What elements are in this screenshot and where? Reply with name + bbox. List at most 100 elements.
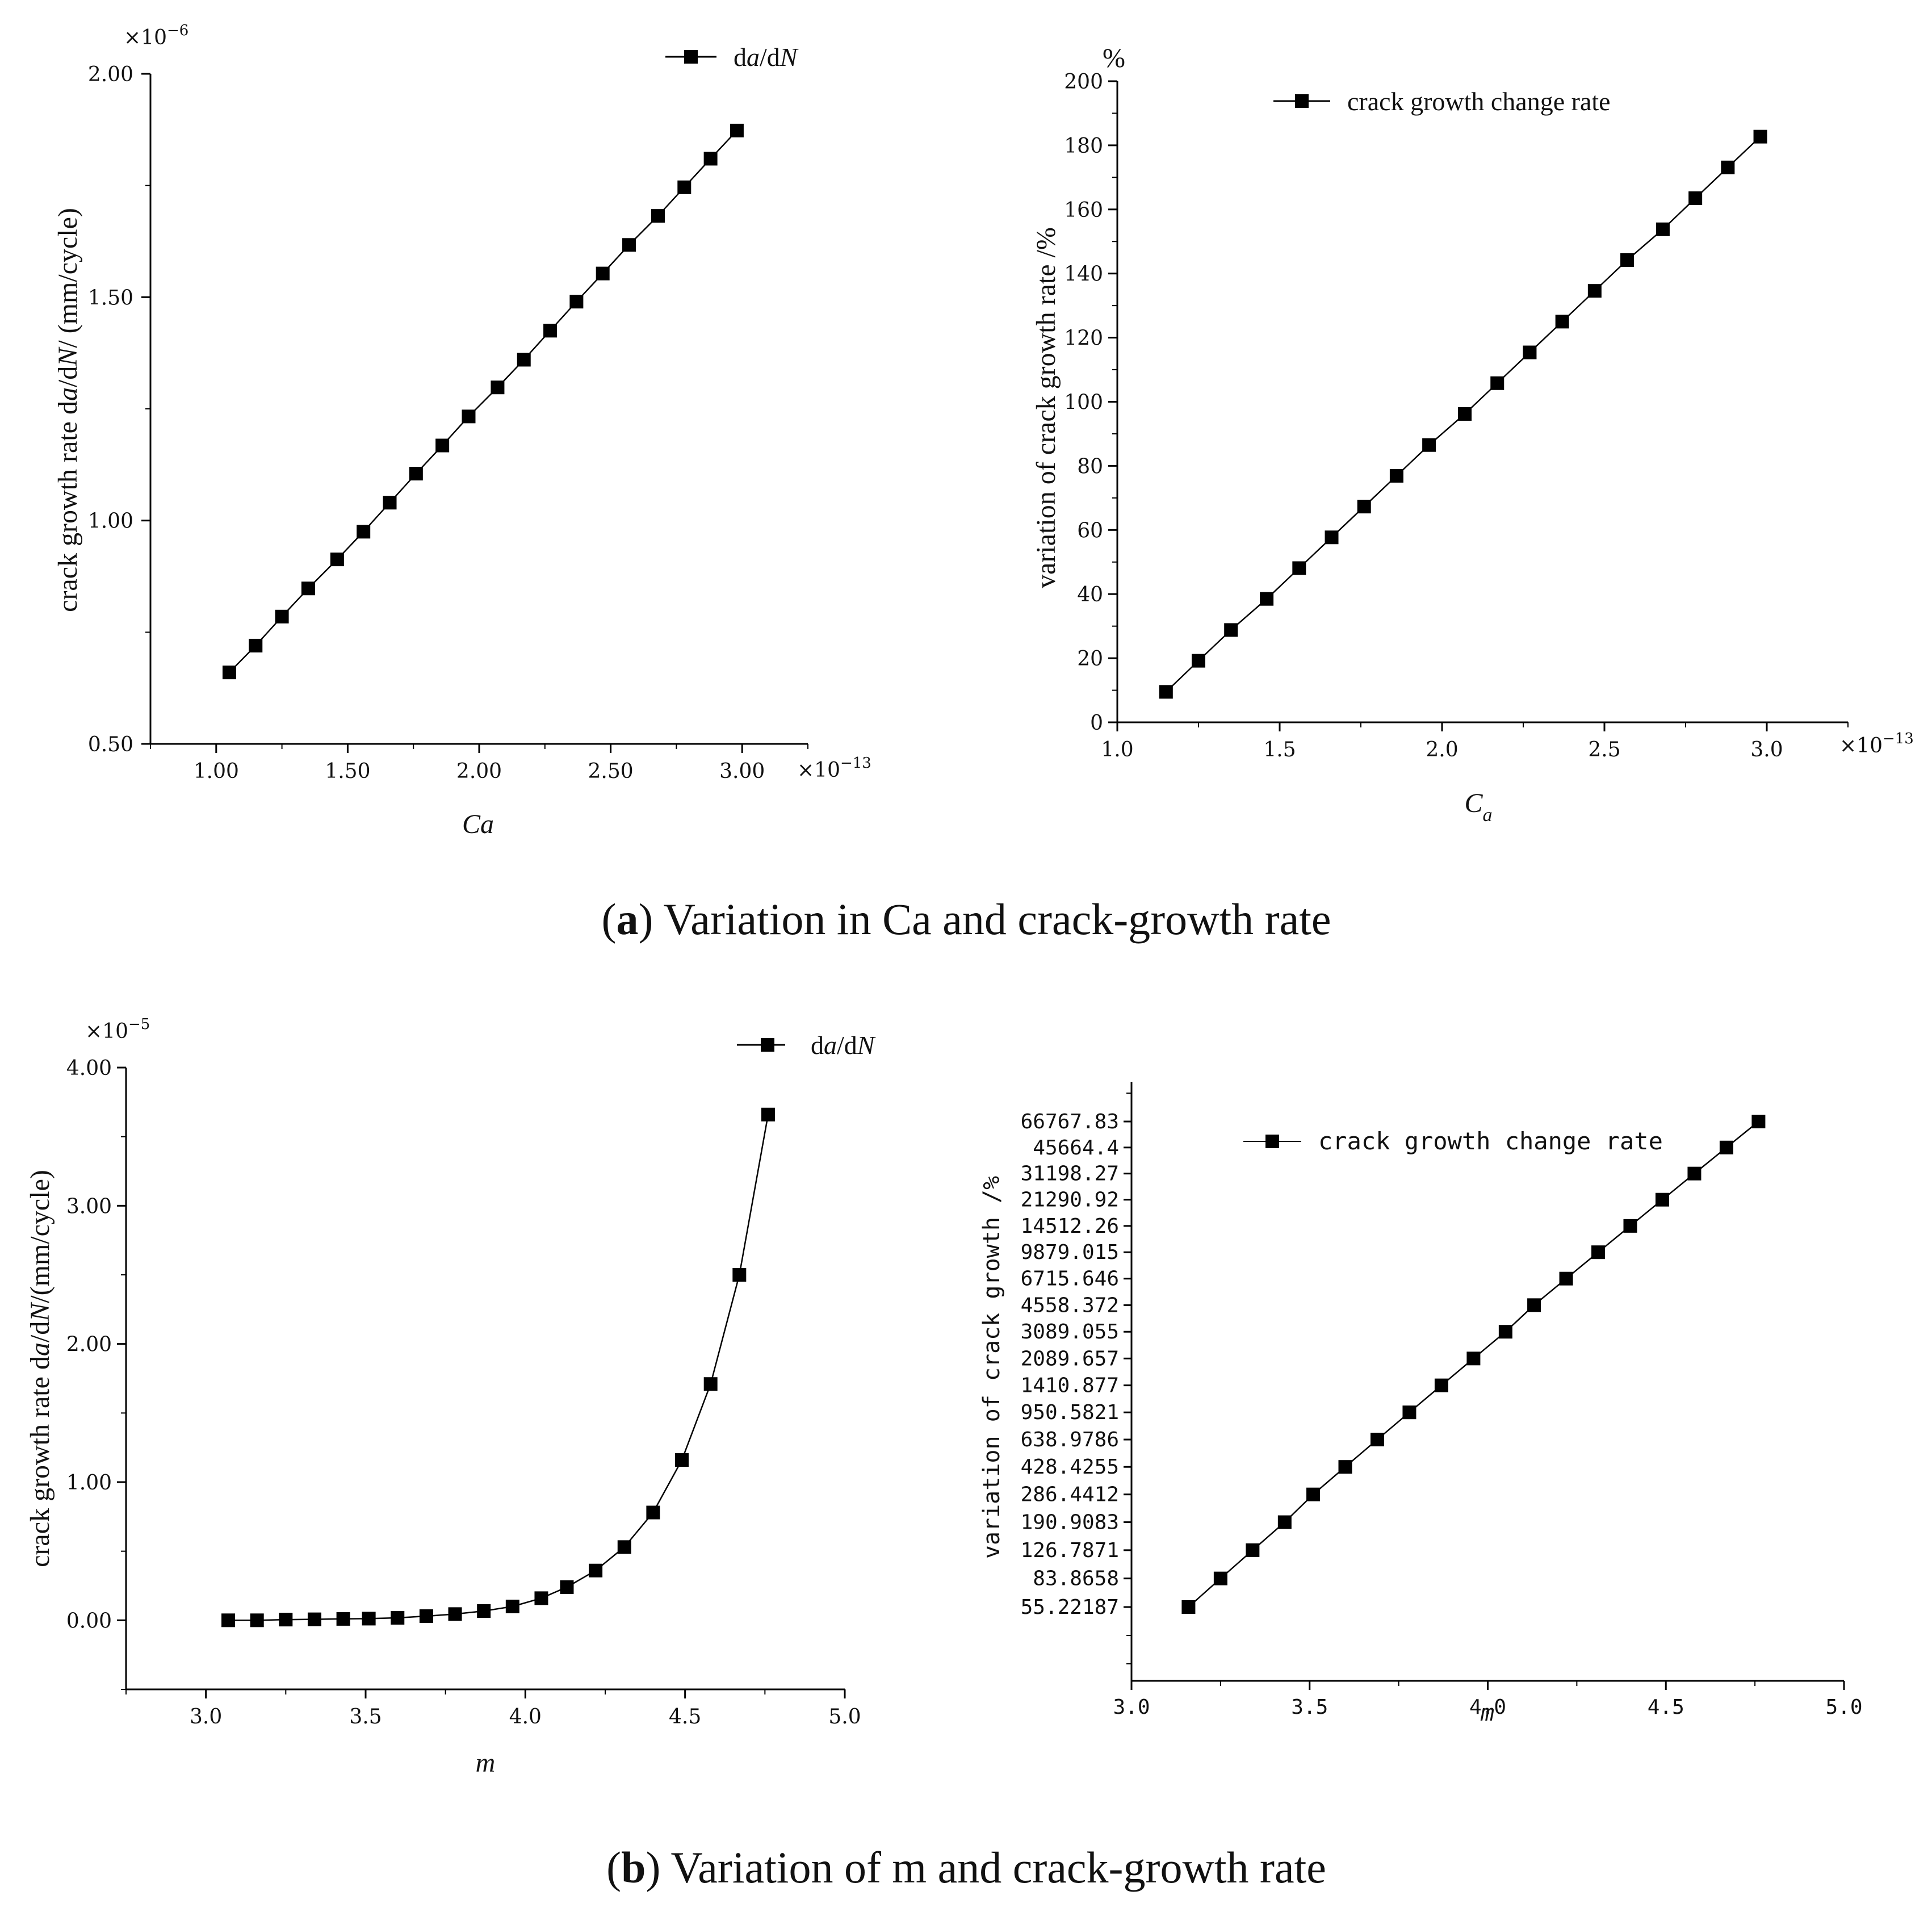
y-tick-label: 9879.015 <box>1021 1241 1119 1264</box>
chart-a-right: 1.0 1.5 2.0 2.5 3.0 0 20 40 60 80 100 120 140 160 180 2… <box>1031 43 1914 826</box>
y-tick-label: 2.00 <box>88 63 133 86</box>
data-point <box>589 1563 603 1578</box>
y-tick-label: 2.00 <box>66 1333 112 1357</box>
data-point <box>617 1540 631 1554</box>
x-tick-label: 3.0 <box>190 1705 222 1729</box>
data-point <box>1688 191 1703 206</box>
svg-text:×10−13: ×10−13 <box>797 755 871 782</box>
data-point <box>1277 1515 1292 1529</box>
y-multiplier: ×10−6 <box>124 22 188 49</box>
y-tick-label: 20 <box>1077 647 1103 671</box>
data-point <box>505 1600 519 1613</box>
y-tick-label: 638.9786 <box>1021 1428 1119 1451</box>
y-tick-label: 100 <box>1064 391 1103 415</box>
data-point <box>677 180 692 194</box>
chart-b-left: 3.0 3.5 4.0 4.5 5.0 0.00 1.00 2.00 3.00 4.00 ×10−… <box>25 1016 876 1778</box>
x-tick-label: 2.0 <box>1426 738 1458 761</box>
data-point <box>1523 345 1537 359</box>
data-point <box>330 553 344 567</box>
svg-text:da/dN: da/dN <box>811 1031 876 1060</box>
y-tick-label: 120 <box>1064 327 1103 350</box>
axes: 1.0 1.5 2.0 2.5 3.0 0 20 40 60 80 100 120 140 160 180 2… <box>1064 70 1849 761</box>
data-point <box>569 295 584 309</box>
y-multiplier: ×10−5 <box>85 1016 150 1043</box>
x-tick-label: 3.5 <box>349 1705 382 1729</box>
y-axis-label: crack growth rate da/dN/(mm/cycle) <box>25 1170 55 1567</box>
data-point <box>362 1612 376 1626</box>
data-point <box>477 1604 491 1618</box>
data-point <box>279 1613 293 1627</box>
data-point <box>596 266 610 281</box>
data-point <box>221 1613 236 1627</box>
x-tick-label: 4.5 <box>1648 1696 1684 1719</box>
x-axis-label: m <box>1480 1700 1494 1726</box>
data-point <box>1498 1325 1512 1339</box>
legend: crack growth change rate <box>1273 87 1611 116</box>
series-line <box>228 1114 769 1621</box>
y-tick-label: 0.50 <box>88 733 133 756</box>
y-tick-label: 14512.26 <box>1021 1215 1119 1238</box>
data-point <box>462 409 476 424</box>
x-tick-label: 2.50 <box>588 760 634 783</box>
data-point <box>1370 1433 1384 1447</box>
y-tick-label: 286.4412 <box>1021 1483 1119 1507</box>
y-tick-label: 1.00 <box>66 1471 112 1495</box>
data-point <box>1587 284 1602 298</box>
series <box>1181 1115 1766 1614</box>
axes: 1.00 1.50 2.00 2.50 3.00 0.50 1.00 1.50 2.00 <box>88 63 808 783</box>
y-tick-label: 0 <box>1090 712 1103 735</box>
data-point <box>651 209 665 223</box>
caption-b: (b) Variation of m and crack-growth rate <box>606 1843 1326 1892</box>
data-point <box>1402 1405 1416 1420</box>
y-tick-label: 40 <box>1077 583 1103 606</box>
data-point <box>1325 530 1339 545</box>
y-tick-label: 190.9083 <box>1021 1511 1119 1534</box>
data-point <box>560 1580 574 1594</box>
data-point <box>301 581 315 596</box>
x-tick-label: 1.5 <box>1263 738 1296 761</box>
x-tick-label: 3.00 <box>719 760 765 783</box>
y-tick-label: 55.22187 <box>1021 1596 1119 1619</box>
x-tick-label: 2.5 <box>1588 738 1620 761</box>
caption-a: (a) Variation in Ca and crack-growth rat… <box>601 894 1331 944</box>
data-point <box>1753 129 1767 144</box>
data-point <box>1591 1245 1606 1260</box>
y-tick-label: 31198.27 <box>1021 1162 1119 1186</box>
data-point <box>1338 1460 1352 1474</box>
y-tick-label: 950.5821 <box>1021 1401 1119 1424</box>
x-tick-label: 3.0 <box>1750 738 1783 761</box>
x-tick-label: 4.0 <box>509 1705 542 1729</box>
data-point <box>1655 1192 1669 1207</box>
data-point <box>1260 592 1274 606</box>
x-multiplier: ×10−13 <box>797 755 871 782</box>
data-point <box>1192 654 1205 668</box>
data-point <box>409 467 423 481</box>
data-point <box>275 609 289 624</box>
svg-text:crack growth change rate: crack growth change rate <box>1347 87 1611 116</box>
data-point <box>249 638 263 652</box>
y-tick-label: 1410.877 <box>1021 1374 1119 1397</box>
data-point <box>250 1613 264 1627</box>
data-point <box>1422 438 1436 452</box>
data-point <box>1246 1543 1260 1557</box>
y-tick-label: 140 <box>1064 263 1103 286</box>
data-point <box>448 1607 462 1621</box>
series <box>1159 129 1767 699</box>
data-point <box>732 1268 747 1282</box>
x-axis-label: m <box>476 1748 496 1778</box>
y-tick-label: 3089.055 <box>1021 1320 1119 1344</box>
data-point <box>1721 160 1735 174</box>
data-point <box>1292 561 1306 575</box>
svg-text:×10−5: ×10−5 <box>85 1016 150 1043</box>
y-axis-label: variation of crack growth /% <box>979 1176 1005 1559</box>
y-tick-label: 3.00 <box>66 1195 112 1218</box>
x-axis-label: Ca <box>1464 788 1492 826</box>
data-point <box>1357 500 1371 514</box>
data-point <box>517 353 531 367</box>
y-tick-label: 180 <box>1064 135 1103 158</box>
data-point <box>534 1591 548 1605</box>
data-point <box>491 380 505 395</box>
chart-a-left: 1.00 1.50 2.00 2.50 3.00 0.50 1.00 1.50 2.00 ×10… <box>53 22 871 839</box>
y-axis-label: variation of crack growth rate /% <box>1031 227 1061 588</box>
